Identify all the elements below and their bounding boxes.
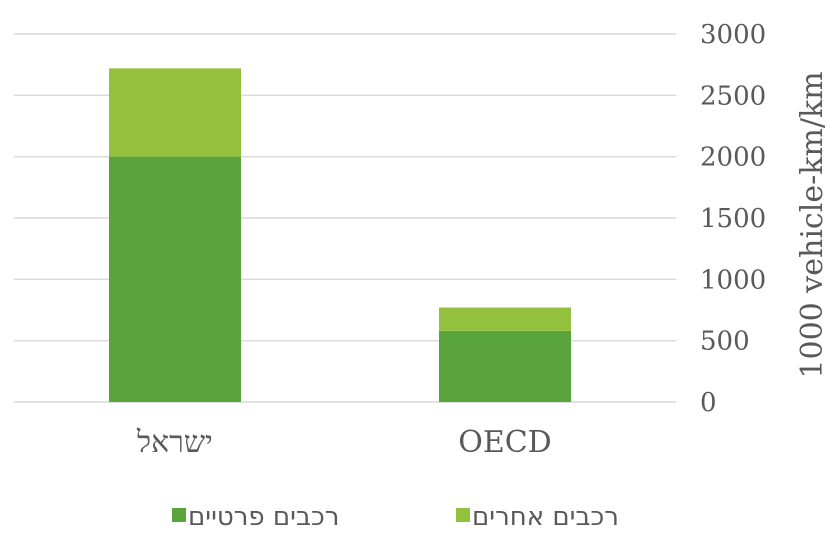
y-tick-label: 2500 (700, 81, 766, 111)
y-tick-label: 500 (700, 327, 750, 357)
category-label: ישראל (136, 425, 213, 460)
legend-swatch (456, 508, 470, 522)
legend-label: רכבים פרטיים (188, 502, 339, 532)
y-tick-label: 1500 (700, 204, 766, 234)
bar-segment (109, 156, 241, 402)
bar-segment (439, 330, 571, 402)
y-tick-label: 1000 (700, 265, 766, 295)
y-tick-label: 2000 (700, 143, 766, 173)
legend-swatch (172, 508, 186, 522)
bar-segment (439, 307, 571, 331)
bar-segment (109, 68, 241, 157)
legend: רכבים אחרים רכבים פרטיים (172, 502, 619, 532)
legend-label: רכבים אחרים (472, 502, 619, 532)
y-tick-label: 0 (700, 388, 717, 418)
x-axis-categories: ישראל OECD (136, 425, 552, 460)
y-axis-title: 1000 vehicle-km/km (795, 71, 828, 378)
bars (109, 68, 571, 402)
y-tick-label: 3000 (700, 20, 766, 50)
category-label: OECD (458, 425, 552, 460)
y-axis-ticks: 0 500 1000 1500 2000 2500 3000 (700, 20, 766, 418)
